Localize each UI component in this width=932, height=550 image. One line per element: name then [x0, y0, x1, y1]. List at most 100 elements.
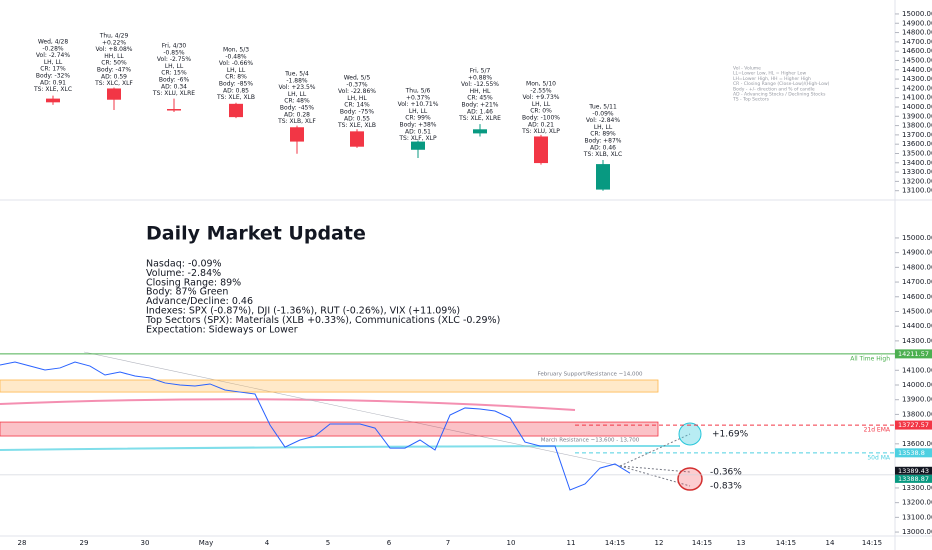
- y-tick-label: 13200.00: [902, 177, 932, 185]
- day-stat: Vol: -12.55%: [461, 81, 499, 88]
- legend-note: CR - Closing Range (Close-Low)/(High-Low…: [733, 81, 830, 87]
- projection-label: -0.83%: [710, 482, 742, 492]
- day-stat: AD: 0.55: [344, 115, 370, 122]
- summary-line: Indexes: SPX (-0.87%), DJI (-1.36%), RUT…: [146, 306, 460, 317]
- candle-body: [167, 109, 181, 111]
- y-tick-label: 14800.00: [902, 263, 932, 271]
- day-stat: Vol: +8.08%: [96, 46, 133, 53]
- price-tag: [895, 420, 932, 430]
- x-tick-label: 14:15: [692, 539, 712, 547]
- day-stat: CR: 8%: [225, 74, 247, 81]
- y-tick-label: 13100.00: [902, 513, 932, 521]
- day-stat: TS: XLB, XLF: [277, 118, 316, 125]
- legend-note: TS - Top Sectors: [732, 97, 770, 103]
- day-stat: Wed, 5/5: [344, 75, 371, 82]
- y-tick-label: 13800.00: [902, 122, 932, 130]
- y-tick-label: 13800.00: [902, 410, 932, 418]
- y-tick-label: 13400.00: [902, 159, 932, 167]
- candle-body: [290, 127, 304, 142]
- summary-title: Daily Market Update: [146, 223, 366, 245]
- day-stat: AD: 0.34: [161, 83, 187, 90]
- candle-body: [411, 141, 425, 150]
- day-stat: TS: XLE, XLB: [337, 122, 376, 129]
- y-tick-label: 14400.00: [902, 322, 932, 330]
- day-stat: Body: -75%: [340, 109, 374, 116]
- day-stat: Vol: -22.86%: [338, 88, 376, 95]
- day-stat: -0.28%: [42, 45, 64, 52]
- zone-label: February Support/Resistance ~14,000: [538, 372, 643, 378]
- price-tag-label: 13727.57: [898, 421, 929, 429]
- day-stat: TS: XLF, XLP: [398, 135, 437, 142]
- y-tick-label: 15000.00: [902, 234, 932, 242]
- day-stat: TS: XLC, XLF: [94, 80, 133, 87]
- y-tick-label: 13500.00: [902, 149, 932, 157]
- day-stat: LH, HL: [347, 95, 367, 102]
- x-tick-label: 4: [265, 539, 270, 547]
- day-stat: Body: -45%: [280, 105, 314, 112]
- candle-body: [229, 103, 243, 118]
- day-stat: Fri, 4/30: [162, 43, 187, 50]
- summary-line: Expectation: Sideways or Lower: [146, 324, 298, 335]
- day-stat: Mon, 5/10: [526, 81, 556, 88]
- day-stat: Body: -85%: [219, 81, 253, 88]
- day-stat: LH, LL: [409, 108, 428, 115]
- y-tick-label: 14400.00: [902, 66, 932, 74]
- day-stat: -2.55%: [530, 87, 552, 94]
- day-stat: LH, LL: [594, 124, 613, 131]
- legend-note: Body - +/- direction and % of candle: [733, 86, 815, 92]
- day-stat: -0.85%: [163, 49, 185, 56]
- y-tick-label: 14100.00: [902, 366, 932, 374]
- price-tag-label: 14211.57: [898, 350, 929, 358]
- x-tick-label: 29: [80, 539, 89, 547]
- day-stat: CR: 15%: [161, 70, 187, 77]
- summary-line: Top Sectors (SPX): Materials (XLB +0.33%…: [145, 315, 500, 326]
- day-stat: CR: 50%: [101, 60, 127, 67]
- y-tick-label: 14200.00: [902, 84, 932, 92]
- day-stat: Mon, 5/3: [223, 47, 249, 54]
- candle-body: [350, 131, 364, 147]
- day-stat: Fri, 5/7: [470, 68, 491, 75]
- y-tick-label: 14800.00: [902, 29, 932, 37]
- y-tick-label: 13700.00: [902, 131, 932, 139]
- day-stat: CR: 99%: [405, 115, 431, 122]
- y-tick-label: 13600.00: [902, 440, 932, 448]
- summary-line: Body: 87% Green: [146, 287, 228, 298]
- y-tick-label: 14300.00: [902, 337, 932, 345]
- candle-body: [534, 136, 548, 164]
- day-stat: LH, LL: [532, 101, 551, 108]
- projection-label: -0.36%: [710, 468, 742, 478]
- zone: [0, 379, 659, 393]
- day-stat: Body: -6%: [159, 77, 190, 84]
- legend-note: Vol - Volume: [733, 66, 761, 72]
- x-tick-label: 30: [141, 539, 150, 547]
- day-stat: CR: 89%: [590, 131, 616, 138]
- y-tick-label: 14600.00: [902, 47, 932, 55]
- day-stat: +0.37%: [406, 94, 430, 101]
- candle-body: [46, 98, 60, 103]
- price-tag-label: 13388.87: [898, 475, 929, 483]
- y-tick-label: 13100.00: [902, 187, 932, 195]
- day-stat: LH, LL: [288, 91, 307, 98]
- day-stat: Body: +38%: [399, 122, 436, 129]
- day-stat: AD: 0.91: [40, 79, 66, 86]
- summary-line: Nasdaq: -0.09%: [146, 259, 222, 270]
- day-stat: -1.88%: [286, 77, 308, 84]
- target-down: [677, 467, 703, 491]
- day-stat: Body: +21%: [461, 102, 498, 109]
- day-stat: Body: -100%: [522, 115, 560, 122]
- day-stat: +0.88%: [468, 74, 492, 81]
- y-tick-label: 14000.00: [902, 103, 932, 111]
- summary-line: Advance/Decline: 0.46: [146, 296, 253, 307]
- y-tick-label: 13200.00: [902, 499, 932, 507]
- summary-line: Volume: -2.84%: [146, 268, 221, 279]
- day-stat: -0.48%: [225, 53, 247, 60]
- day-stat: AD: 0.46: [590, 144, 616, 151]
- y-tick-label: 14500.00: [902, 307, 932, 315]
- day-stat: TS: XLE, XLRE: [458, 115, 501, 122]
- day-stat: TS: XLE, XLC: [33, 86, 72, 93]
- y-tick-label: 14900.00: [902, 19, 932, 27]
- projection-label: +1.69%: [712, 430, 749, 440]
- day-stat: -0.37%: [346, 81, 368, 88]
